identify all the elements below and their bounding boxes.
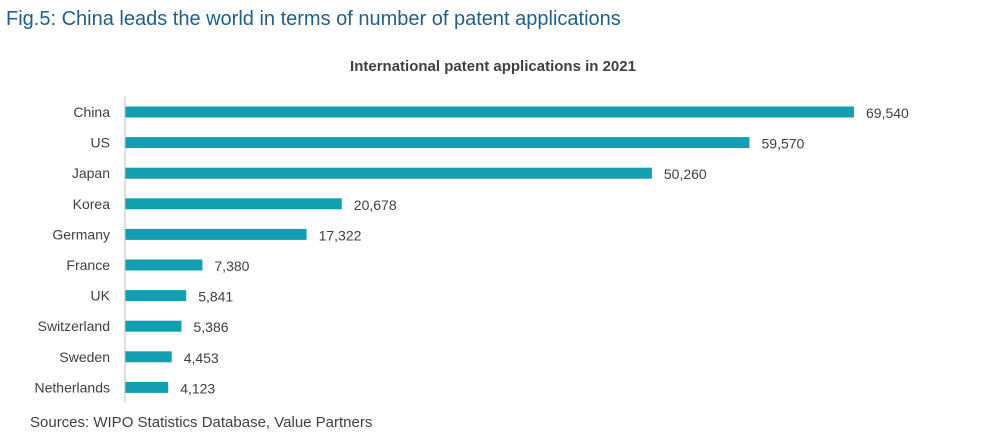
value-label: 5,841 [198, 289, 233, 305]
bar-korea [125, 198, 342, 210]
category-label: Sweden [59, 349, 110, 365]
value-label: 69,540 [866, 105, 909, 121]
figure-title: Fig.5: China leads the world in terms of… [6, 8, 621, 30]
value-label: 4,453 [184, 350, 219, 366]
bar-china [125, 106, 854, 118]
bar-japan [125, 167, 652, 179]
bar-netherlands [125, 381, 169, 393]
value-label: 50,260 [664, 166, 707, 182]
bar-sweden [125, 351, 172, 363]
bar-germany [125, 228, 307, 240]
value-label: 59,570 [762, 136, 805, 152]
value-label: 17,322 [319, 227, 362, 243]
value-label: 5,386 [194, 319, 229, 335]
category-label: Netherlands [35, 379, 111, 395]
category-label: Korea [73, 196, 111, 212]
value-label: 4,123 [180, 380, 215, 396]
value-label: 7,380 [214, 258, 249, 274]
bar-uk [125, 290, 187, 302]
category-label: Switzerland [38, 318, 110, 334]
category-label: France [66, 257, 110, 273]
category-label: China [73, 104, 110, 120]
value-label: 20,678 [354, 197, 397, 213]
category-labels-group: China US Japan Korea Germany France UK Switzerl… [35, 104, 111, 395]
chart-title: International patent applications in 202… [350, 58, 636, 75]
bar-france [125, 259, 203, 271]
bar-us [125, 137, 750, 149]
category-label: UK [91, 288, 111, 304]
category-label: US [91, 135, 110, 151]
bars-group [125, 106, 854, 393]
source-note: Sources: WIPO Statistics Database, Value… [30, 414, 373, 431]
value-labels-group: 69,540 59,570 50,260 20,678 17,322 7,380 5,841… [180, 105, 909, 396]
bar-switzerland [125, 320, 182, 332]
category-label: Japan [72, 165, 110, 181]
category-label: Germany [52, 226, 110, 242]
